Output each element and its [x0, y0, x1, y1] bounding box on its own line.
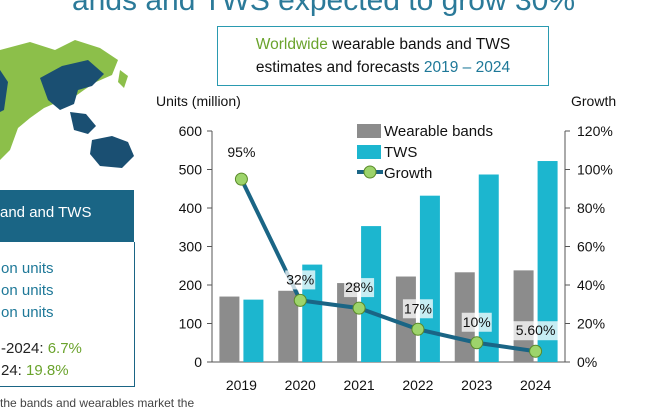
bar-tws: [537, 161, 558, 362]
growth-marker: [529, 344, 543, 358]
y-tick-label: 200: [179, 277, 203, 293]
growth-marker: [352, 301, 366, 315]
legend-label-tws: TWS: [384, 144, 417, 161]
growth-label-bg: [344, 278, 375, 298]
x-tick-label: 2024: [520, 377, 551, 393]
x-tick-label: 2022: [402, 377, 433, 393]
y2-tick-label: 40%: [577, 277, 605, 293]
x-tick-label: 2020: [285, 377, 316, 393]
chart-title-rest: wearable bands and TWS: [327, 36, 511, 53]
growth-label-bg: [285, 270, 316, 290]
chart-title-line-2: estimates and forecasts 2019 – 2024: [218, 56, 548, 79]
y2-tick-label: 120%: [577, 123, 613, 139]
growth-data-label: 5.60%: [516, 322, 556, 338]
cagr-label-1: -2024:: [1, 340, 48, 357]
unit-line-2: on units: [1, 282, 54, 299]
bar-wearable-bands: [395, 276, 416, 362]
side-panel-header-text: and and TWS: [0, 204, 92, 221]
growth-marker: [293, 293, 307, 307]
cagr-line-1: -2024: 6.7%: [1, 340, 82, 357]
chart-title-prefix: estimates and forecasts: [255, 59, 424, 76]
cagr-line-2: 24: 19.8%: [1, 362, 69, 379]
cagr-value-1: 6.7%: [47, 340, 82, 357]
y2-tick-label: 20%: [577, 316, 605, 332]
y2-tick-label: 80%: [577, 200, 605, 216]
y2-tick-label: 60%: [577, 239, 605, 255]
bar-wearable-bands: [513, 270, 534, 362]
growth-data-label: 32%: [286, 271, 314, 287]
y2-tick-label: 100%: [577, 162, 613, 178]
world-map-illustration: [0, 40, 134, 168]
x-tick-label: 2021: [344, 377, 375, 393]
y-tick-label: 600: [179, 123, 203, 139]
growth-marker: [234, 172, 248, 186]
bar-wearable-bands: [278, 290, 299, 362]
cagr-value-2: 19.8%: [26, 362, 69, 379]
y2-axis-title: Growth: [571, 93, 617, 109]
y2-tick-label: 0%: [577, 354, 597, 370]
growth-data-label: 10%: [463, 314, 491, 330]
side-panel-footer-text: the bands and wearables market the: [0, 396, 195, 410]
growth-marker: [470, 336, 484, 350]
bar-tws: [302, 264, 323, 362]
growth-label-bg: [512, 321, 559, 341]
growth-data-label: 17%: [404, 300, 432, 316]
chart-title-green: Worldwide: [255, 36, 328, 53]
bar-tws: [419, 195, 440, 362]
chart-title-years: 2019 – 2024: [423, 59, 511, 76]
cagr-label-2: 24:: [1, 362, 27, 379]
legend-swatch-tws: [357, 145, 381, 159]
y-tick-label: 300: [179, 239, 203, 255]
y-tick-label: 500: [179, 162, 203, 178]
y-tick-label: 0: [194, 354, 202, 370]
y-axis-title: Units (million): [156, 93, 241, 109]
chart-title-line-1: Worldwide wearable bands and TWS: [218, 33, 548, 56]
legend-label-bands: Wearable bands: [384, 123, 493, 140]
legend-swatch-bands: [357, 124, 381, 138]
growth-label-bg: [461, 312, 492, 332]
page-headline: ands and TWS expected to grow 30%: [0, 0, 647, 16]
growth-line: [239, 178, 536, 354]
legend-marker-growth: [363, 165, 377, 179]
bar-tws: [361, 226, 382, 362]
unit-line-1: on units: [1, 260, 54, 277]
bar-tws: [243, 299, 264, 362]
bar-wearable-bands: [454, 272, 475, 362]
side-panel-header: and and TWS: [0, 190, 134, 242]
growth-marker: [411, 322, 425, 336]
x-tick-label: 2019: [226, 377, 257, 393]
x-tick-label: 2023: [461, 377, 492, 393]
legend-label-growth: Growth: [384, 165, 432, 182]
chart-title-box: Worldwide wearable bands and TWS estimat…: [217, 26, 549, 86]
growth-data-label: 28%: [345, 279, 373, 295]
bar-tws: [478, 174, 499, 362]
side-panel-body: on units on units on units -2024: 6.7% 2…: [0, 242, 135, 387]
bar-wearable-bands: [219, 296, 240, 362]
bar-wearable-bands: [337, 283, 358, 362]
y-tick-label: 400: [179, 200, 203, 216]
unit-line-3: on units: [1, 304, 54, 321]
growth-label-bg: [402, 299, 433, 319]
growth-data-label: 95%: [227, 144, 255, 160]
y-tick-label: 100: [179, 316, 203, 332]
